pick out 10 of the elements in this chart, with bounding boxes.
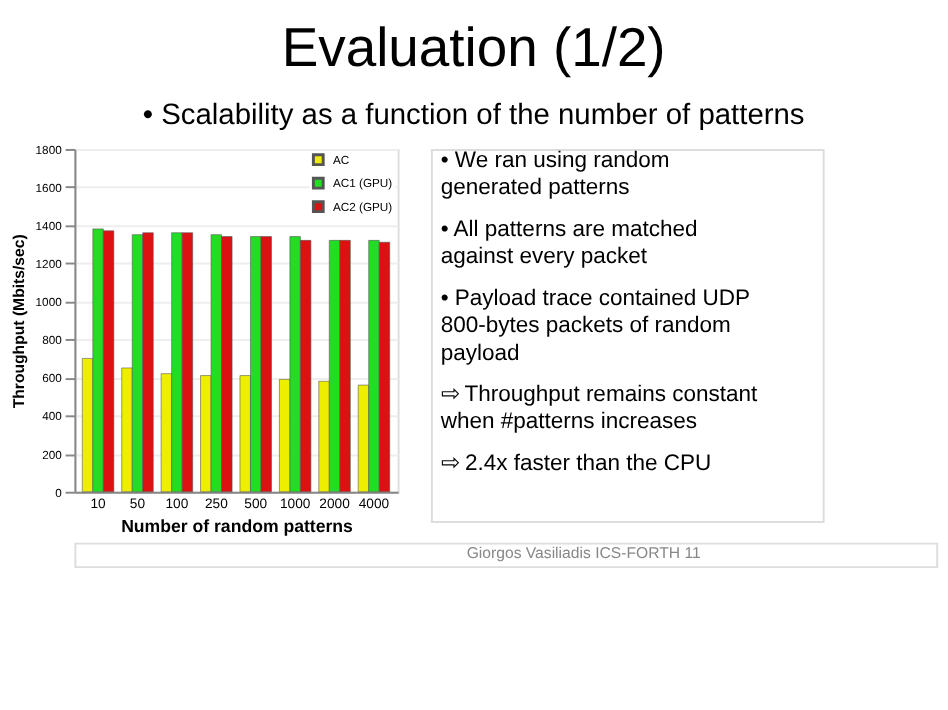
x-axis-title: Number of random patterns [121,515,354,536]
y-axis-title: Throughput (Mbits/sec) [9,233,28,409]
text: • Scalability as a function of the number of patterns [142,100,805,133]
text: • All patterns are matched against every packet [440,217,698,270]
text: • Payload trace contained UDP 800-bytes packets of random payload [440,286,751,366]
text: ⇨ Throughput remains constant when #patterns increases [438,382,759,434]
text: Giorgos Vasiliadis ICS-FORTH 11 [466,544,701,563]
text: • We ran using random generated patterns [440,148,670,200]
chart-title: Evaluation (1/2) [281,15,666,78]
text: ⇨ 2.4x faster than the CPU [440,451,712,476]
